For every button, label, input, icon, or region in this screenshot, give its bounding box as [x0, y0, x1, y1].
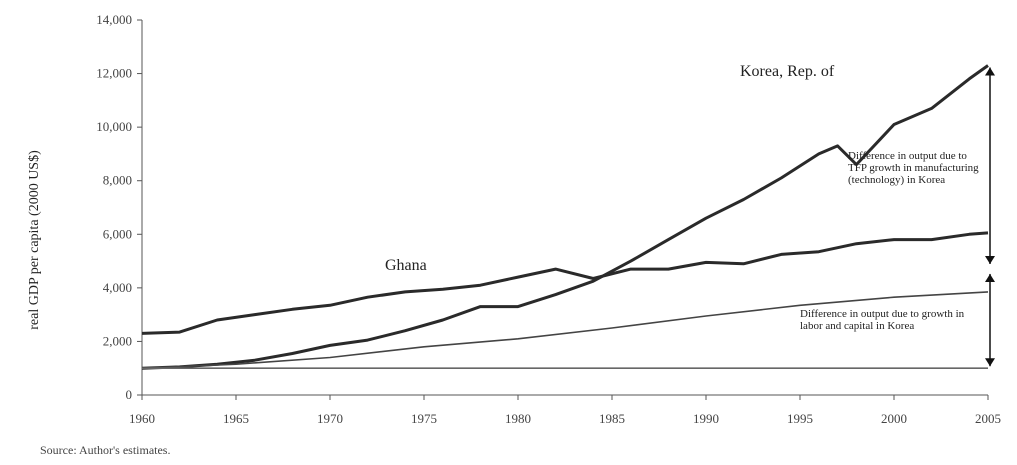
- series-line-3: [141, 291, 989, 369]
- upper-bracket: [985, 67, 995, 264]
- arrowhead-top: [985, 67, 995, 76]
- y-tick-label: 14,000: [96, 12, 132, 27]
- arrowhead-bottom: [985, 255, 995, 264]
- y-tick-label: 0: [126, 387, 133, 402]
- y-tick-label: 12,000: [96, 66, 132, 81]
- x-tick-label: 1985: [599, 411, 625, 426]
- arrowhead-bottom: [985, 358, 995, 367]
- tick-labels: 0 2,000 4,000 6,000 8,000 10,000 12,000 14,000 1…: [96, 12, 1001, 426]
- x-tick-label: 2005: [975, 411, 1001, 426]
- series-line-1: [141, 64, 989, 370]
- x-tick-label: 1965: [223, 411, 249, 426]
- lower-annotation: Difference in output due to growth in la…: [800, 308, 964, 332]
- y-tick-label: 6,000: [103, 226, 132, 241]
- y-axis-label: real GDP per capita (2000 US$): [27, 150, 42, 330]
- x-tick-label: 1990: [693, 411, 719, 426]
- x-tick-label: 1995: [787, 411, 813, 426]
- lower-bracket: [985, 273, 995, 367]
- y-tick-label: 4,000: [103, 280, 132, 295]
- arrowhead-top: [985, 273, 995, 282]
- x-tick-label: 1975: [411, 411, 437, 426]
- korea-series-label: Korea, Rep. of: [740, 63, 835, 80]
- series-line-2: [141, 231, 989, 335]
- x-tick-label: 1970: [317, 411, 343, 426]
- x-tick-label: 1980: [505, 411, 531, 426]
- series-lines: [141, 64, 989, 370]
- upper-annotation: Difference in output due to TFP growth i…: [848, 150, 979, 186]
- footnote: Source: Author's estimates.: [40, 443, 171, 457]
- annotation-brackets: [985, 67, 995, 367]
- x-tick-label: 2000: [881, 411, 907, 426]
- y-tick-label: 8,000: [103, 173, 132, 188]
- y-tick-label: 2,000: [103, 333, 132, 348]
- y-tick-label: 10,000: [96, 119, 132, 134]
- ghana-series-label: Ghana: [385, 257, 427, 274]
- x-tick-label: 1960: [129, 411, 155, 426]
